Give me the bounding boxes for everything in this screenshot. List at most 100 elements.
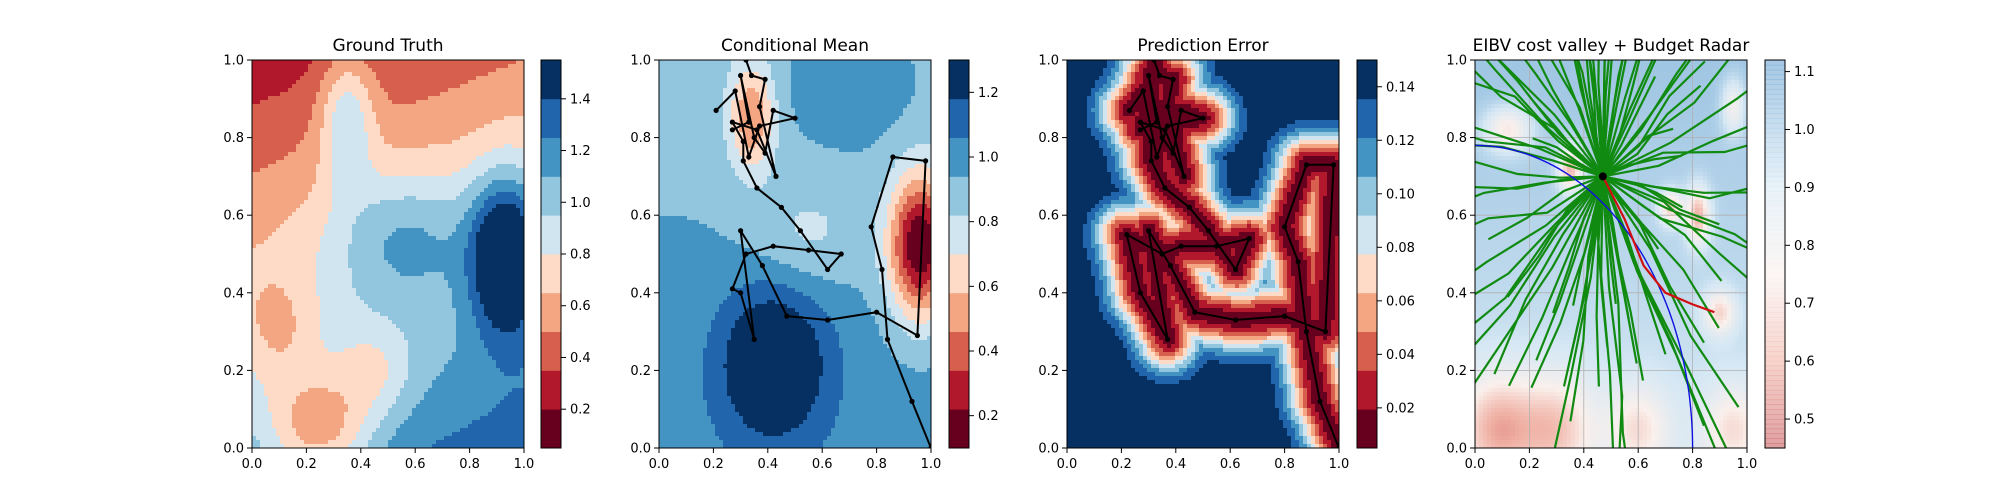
- heatmap-cell: [404, 356, 409, 361]
- heatmap-cell: [452, 180, 457, 185]
- heatmap-cell: [448, 388, 453, 393]
- heatmap-cell: [312, 140, 317, 145]
- heatmap-cell: [332, 136, 337, 141]
- heatmap-cell: [360, 212, 365, 217]
- heatmap-cell: [384, 116, 389, 121]
- heatmap-cell: [332, 396, 337, 401]
- heatmap-cell: [408, 424, 413, 429]
- heatmap-cell: [324, 268, 329, 273]
- heatmap-cell: [444, 268, 449, 273]
- heatmap-cell: [428, 324, 433, 329]
- heatmap-cell: [252, 172, 257, 177]
- heatmap-cell: [436, 364, 441, 369]
- heatmap-cell: [332, 132, 337, 137]
- heatmap-cell: [272, 392, 277, 397]
- heatmap-cell: [292, 276, 297, 281]
- heatmap-cell: [268, 340, 273, 345]
- heatmap-cell: [384, 172, 389, 177]
- heatmap-cell: [284, 244, 289, 249]
- heatmap-cell: [276, 268, 281, 273]
- heatmap-cell: [452, 104, 457, 109]
- heatmap-cell: [392, 68, 397, 73]
- heatmap-cell: [384, 268, 389, 273]
- heatmap-cell: [412, 160, 417, 165]
- heatmap-cell: [408, 180, 413, 185]
- heatmap-cell: [384, 348, 389, 353]
- heatmap-cell: [388, 76, 393, 81]
- heatmap-cell: [364, 392, 369, 397]
- heatmap-cell: [388, 120, 393, 125]
- heatmap-cell: [272, 120, 277, 125]
- heatmap-cell: [252, 120, 257, 125]
- heatmap-cell: [392, 380, 397, 385]
- heatmap-cell: [392, 236, 397, 241]
- heatmap-cell: [276, 232, 281, 237]
- heatmap-cell: [256, 272, 261, 277]
- heatmap-cell: [364, 216, 369, 221]
- heatmap-cell: [340, 192, 345, 197]
- heatmap-cell: [452, 328, 457, 333]
- heatmap-cell: [436, 440, 441, 445]
- heatmap-cell: [292, 324, 297, 329]
- heatmap-cell: [320, 108, 325, 113]
- heatmap-cell: [328, 316, 333, 321]
- heatmap-cell: [372, 276, 377, 281]
- heatmap-cell: [304, 320, 309, 325]
- heatmap-cell: [428, 380, 433, 385]
- heatmap-cell: [356, 240, 361, 245]
- heatmap-cell: [372, 152, 377, 157]
- heatmap-cell: [432, 144, 437, 149]
- heatmap-cell: [392, 144, 397, 149]
- heatmap-cell: [332, 196, 337, 201]
- heatmap-cell: [312, 224, 317, 229]
- heatmap-cell: [408, 256, 413, 261]
- heatmap-cell: [340, 160, 345, 165]
- heatmap-cell: [428, 404, 433, 409]
- heatmap-cell: [344, 396, 349, 401]
- heatmap-cell: [308, 304, 313, 309]
- heatmap-cell: [320, 292, 325, 297]
- heatmap-cell: [396, 64, 401, 69]
- heatmap-cell: [320, 396, 325, 401]
- heatmap-cell: [440, 372, 445, 377]
- heatmap-cell: [456, 184, 461, 189]
- heatmap-cell: [444, 196, 449, 201]
- heatmap-cell: [300, 348, 305, 353]
- heatmap-cell: [288, 240, 293, 245]
- heatmap-cell: [296, 236, 301, 241]
- heatmap-cell: [288, 256, 293, 261]
- heatmap-cell: [296, 304, 301, 309]
- heatmap-cell: [400, 368, 405, 373]
- heatmap-cell: [400, 272, 405, 277]
- heatmap-cell: [376, 228, 381, 233]
- heatmap-cell: [324, 96, 329, 101]
- heatmap-cell: [400, 440, 405, 445]
- heatmap-cell: [384, 332, 389, 337]
- heatmap-cell: [404, 416, 409, 421]
- heatmap-cell: [328, 292, 333, 297]
- heatmap-cell: [316, 304, 321, 309]
- heatmap-cell: [264, 176, 269, 181]
- heatmap-cell: [272, 148, 277, 153]
- heatmap-cell: [284, 72, 289, 77]
- heatmap-cell: [428, 60, 433, 65]
- heatmap-cell: [392, 368, 397, 373]
- heatmap-cell: [288, 280, 293, 285]
- heatmap-cell: [284, 104, 289, 109]
- heatmap-cell: [332, 400, 337, 405]
- heatmap-cell: [336, 420, 341, 425]
- heatmap-cell: [348, 388, 353, 393]
- heatmap-cell: [384, 196, 389, 201]
- heatmap-cell: [284, 148, 289, 153]
- heatmap-cell: [412, 148, 417, 153]
- heatmap-cell: [388, 260, 393, 265]
- heatmap-cell: [380, 172, 385, 177]
- heatmap-cell: [296, 84, 301, 89]
- heatmap-cell: [372, 256, 377, 261]
- heatmap-cell: [444, 356, 449, 361]
- heatmap-cell: [352, 228, 357, 233]
- heatmap-cell: [412, 112, 417, 117]
- heatmap-cell: [260, 412, 265, 417]
- heatmap-cell: [268, 148, 273, 153]
- heatmap-cell: [404, 212, 409, 217]
